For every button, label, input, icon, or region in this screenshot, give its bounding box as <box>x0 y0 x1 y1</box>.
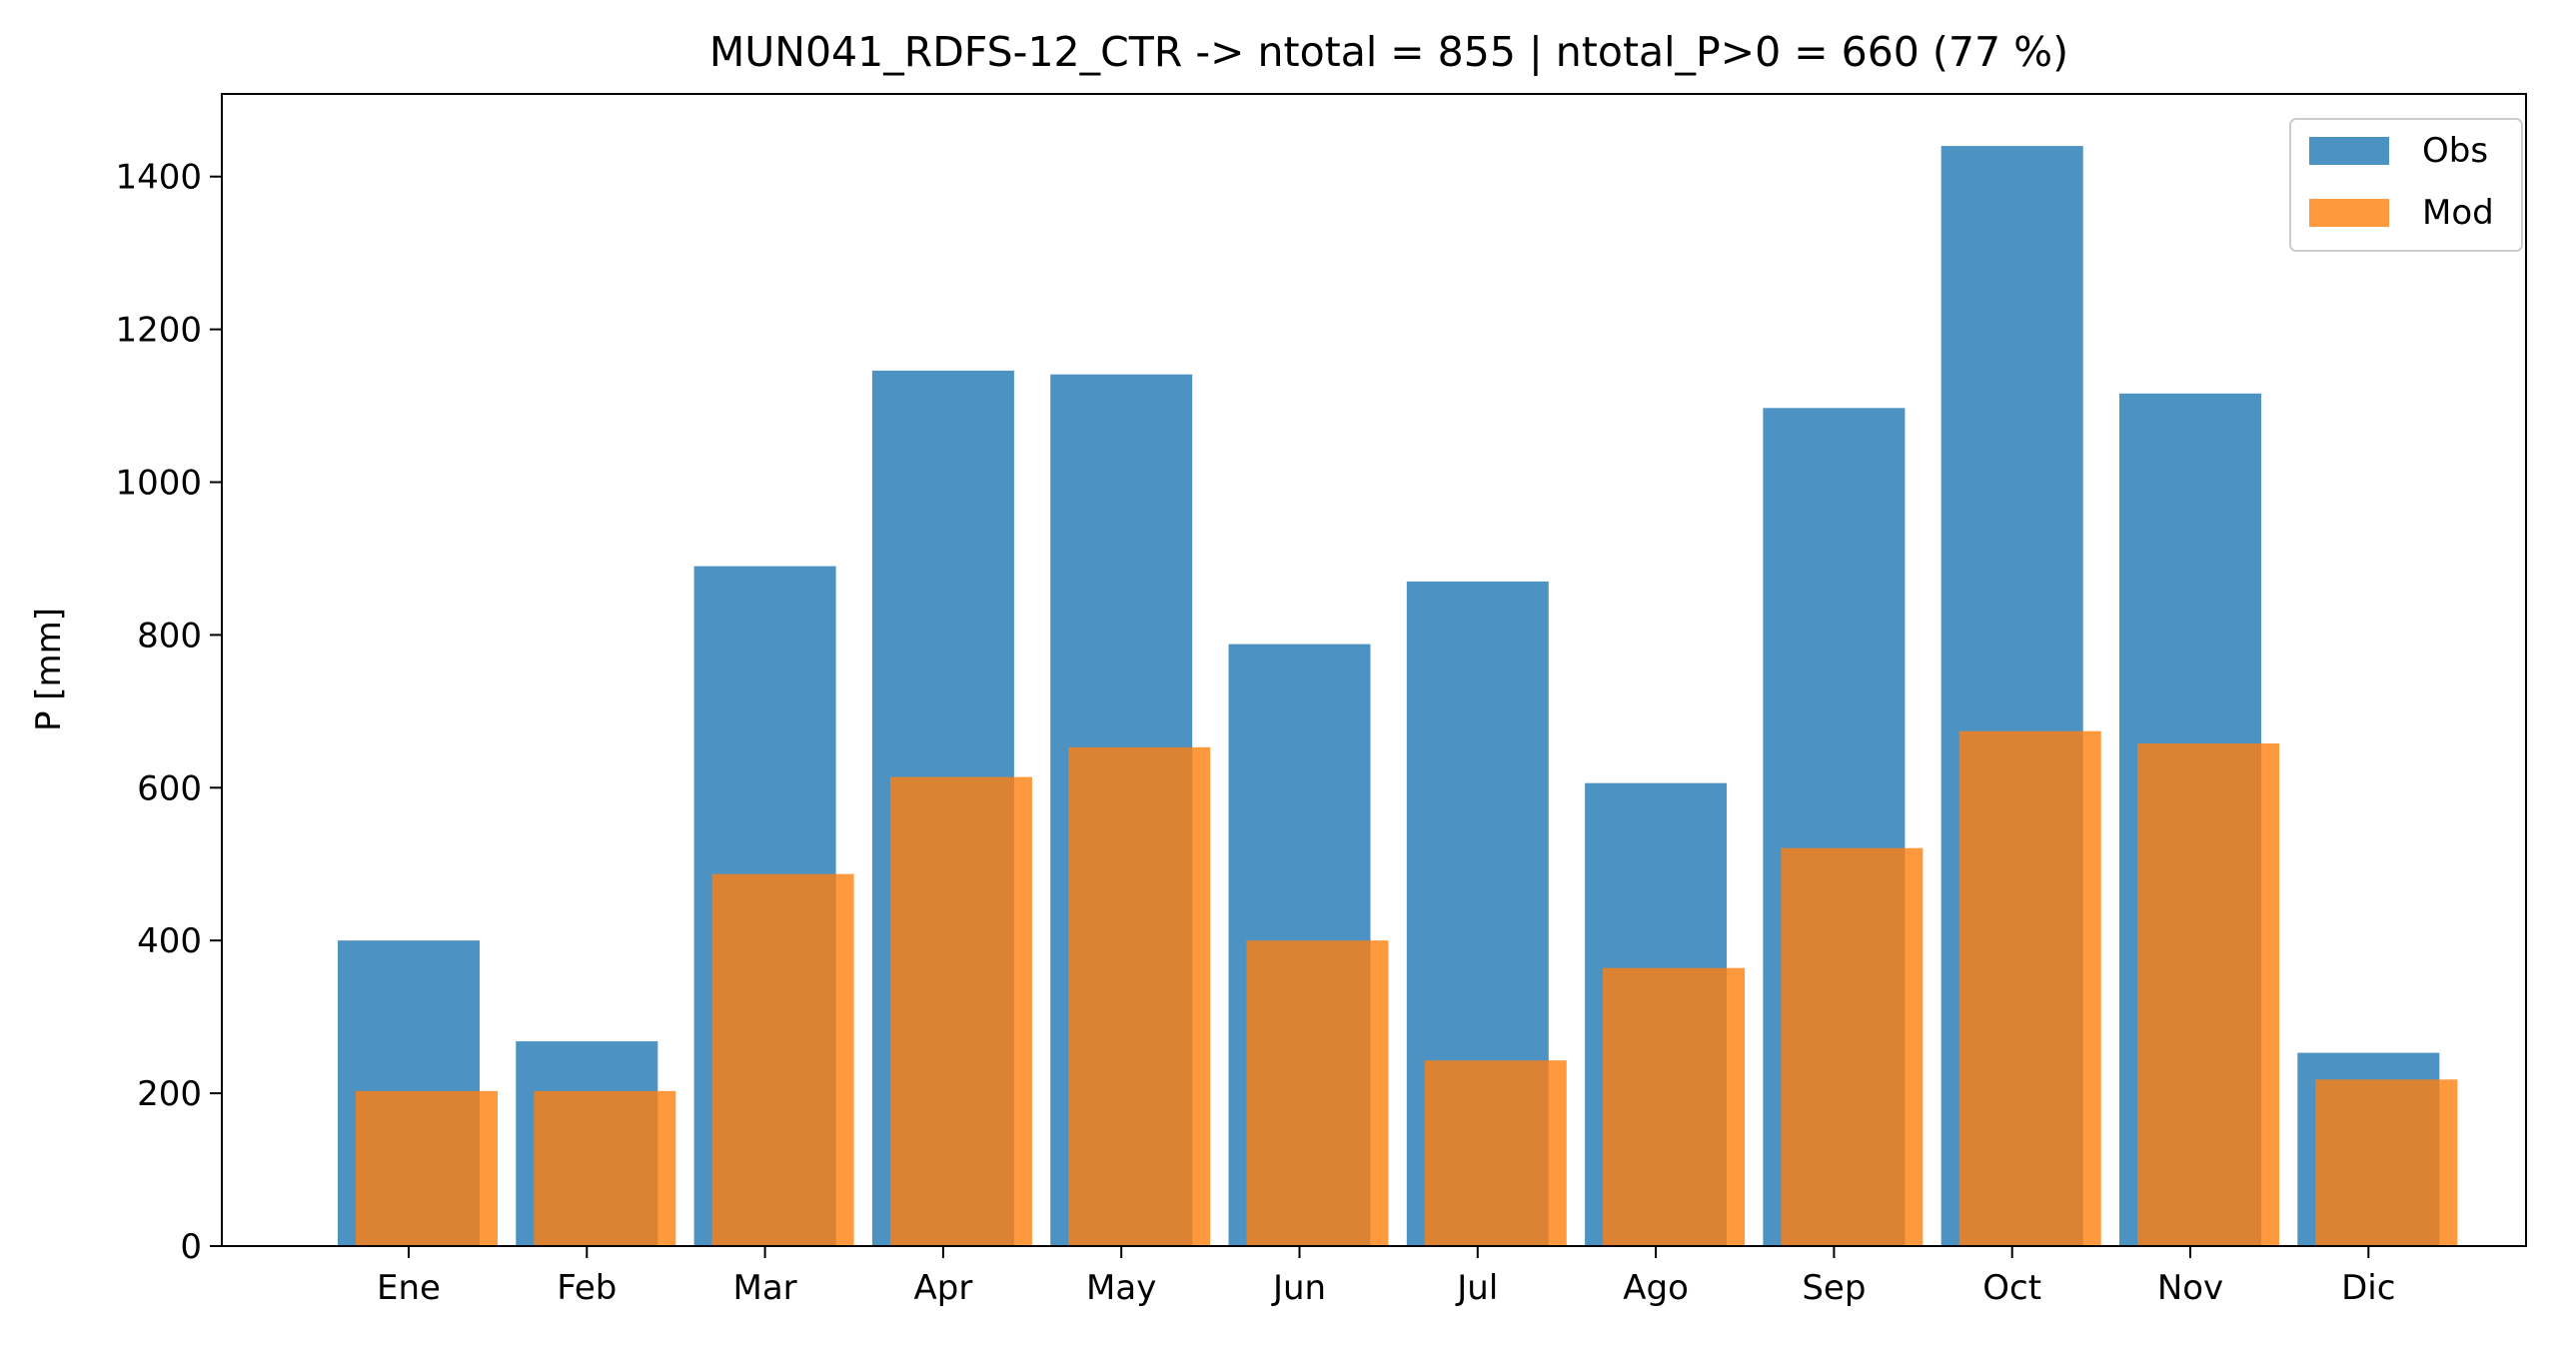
bar-mod-mar <box>711 873 854 1246</box>
y-tick-label: 1400 <box>115 158 202 198</box>
x-tick-label-apr: Apr <box>913 1268 972 1308</box>
y-tick-label: 200 <box>137 1074 202 1114</box>
x-tick-label-jun: Jun <box>1271 1268 1326 1308</box>
bar-mod-jun <box>1246 940 1389 1246</box>
y-tick-label: 1200 <box>115 311 202 351</box>
x-axis-ticks: Ene Feb Mar Apr May Jun Jul Ago Sep Oct Nov Dic <box>377 1246 2395 1308</box>
x-tick-label-oct: Oct <box>1982 1268 2041 1308</box>
legend: Obs Mod <box>2289 118 2523 252</box>
x-tick-label-ago: Ago <box>1623 1268 1689 1308</box>
bar-mod-feb <box>534 1090 676 1246</box>
legend-swatch-mod <box>2309 199 2389 227</box>
x-tick-label-dic: Dic <box>2341 1268 2395 1308</box>
y-tick-label: 800 <box>137 616 202 656</box>
bar-mod-apr <box>889 776 1032 1246</box>
bar-mod-dic <box>2315 1079 2458 1246</box>
bar-mod-oct <box>1958 730 2101 1246</box>
legend-label-obs: Obs <box>2422 131 2488 171</box>
y-axis-label: P [mm] <box>29 608 69 731</box>
legend-label-mod: Mod <box>2422 193 2494 233</box>
x-tick-label-nov: Nov <box>2157 1268 2223 1308</box>
plot-frame <box>221 93 2527 1247</box>
y-tick-label: 0 <box>180 1227 202 1267</box>
bar-mod-ago <box>1603 967 1746 1246</box>
y-tick-label: 1000 <box>115 464 202 504</box>
chart-title: MUN041_RDFS-12_CTR -> ntotal = 855 | nto… <box>709 28 2068 76</box>
legend-swatch-obs <box>2309 137 2389 165</box>
x-tick-label-mar: Mar <box>733 1268 797 1308</box>
bars <box>338 146 2458 1247</box>
y-axis-ticks: 0 200 400 600 800 1000 1200 1400 <box>115 158 222 1267</box>
bar-mod-sep <box>1781 847 1924 1246</box>
bar-mod-ene <box>356 1090 498 1246</box>
y-tick-label: 400 <box>137 921 202 961</box>
x-tick-label-ene: Ene <box>377 1268 441 1308</box>
bar-mod-may <box>1068 746 1211 1246</box>
x-tick-label-may: May <box>1086 1268 1156 1308</box>
bar-mod-nov <box>2137 743 2279 1246</box>
y-tick-label: 600 <box>137 768 202 808</box>
x-tick-label-feb: Feb <box>557 1268 617 1308</box>
x-tick-label-jul: Jul <box>1455 1268 1498 1308</box>
x-tick-label-sep: Sep <box>1802 1268 1866 1308</box>
bar-mod-jul <box>1424 1060 1567 1246</box>
